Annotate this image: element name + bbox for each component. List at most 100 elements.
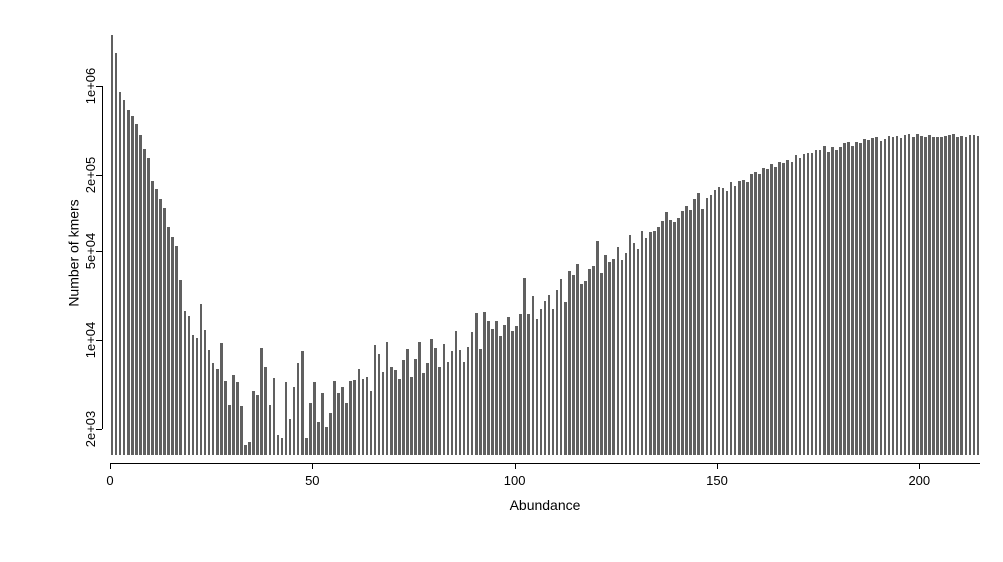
bar: [928, 135, 931, 455]
bar: [795, 155, 798, 455]
bar: [463, 362, 466, 455]
y-tick-label: 1e+04: [83, 322, 98, 359]
bar: [770, 164, 773, 455]
bar: [730, 182, 733, 455]
bar: [936, 137, 939, 455]
bar: [143, 149, 146, 455]
bar: [940, 137, 943, 455]
bar: [896, 136, 899, 455]
bar: [641, 231, 644, 455]
bar: [317, 422, 320, 455]
bar: [791, 162, 794, 455]
bar: [293, 387, 296, 455]
bar: [665, 212, 668, 455]
bar: [362, 379, 365, 455]
bar: [273, 378, 276, 455]
y-axis-label: Number of kmers: [66, 199, 82, 306]
x-tick-label: 50: [305, 473, 319, 488]
bar: [426, 363, 429, 455]
bar: [438, 367, 441, 455]
bar: [459, 350, 462, 455]
bar: [394, 370, 397, 455]
bar: [341, 387, 344, 455]
bar: [697, 193, 700, 455]
bar: [839, 147, 842, 455]
bar: [309, 403, 312, 455]
bar: [552, 309, 555, 455]
bar: [212, 363, 215, 455]
bar: [159, 199, 162, 455]
bar: [580, 284, 583, 455]
bar: [503, 325, 506, 455]
bar: [799, 158, 802, 455]
bar: [301, 351, 304, 455]
bar: [677, 218, 680, 455]
bar: [256, 395, 259, 455]
bar: [754, 172, 757, 455]
bar: [123, 100, 126, 455]
bar: [706, 198, 709, 455]
bar: [758, 174, 761, 455]
bar: [345, 403, 348, 455]
bar: [269, 405, 272, 455]
bar: [515, 326, 518, 455]
bar: [835, 150, 838, 455]
bar: [855, 142, 858, 455]
bar: [208, 350, 211, 455]
bar: [568, 271, 571, 455]
bar: [847, 142, 850, 455]
bar: [621, 260, 624, 455]
bar: [151, 181, 154, 455]
y-tick-label: 2e+05: [83, 157, 98, 194]
bar: [349, 381, 352, 455]
bar: [374, 345, 377, 455]
bar: [244, 445, 247, 455]
x-tick-label: 150: [706, 473, 728, 488]
bar: [750, 174, 753, 455]
bar: [313, 382, 316, 455]
bar: [625, 253, 628, 455]
bar: [576, 264, 579, 455]
bar: [131, 116, 134, 455]
bar: [200, 304, 203, 455]
bar: [904, 135, 907, 455]
bar: [892, 137, 895, 455]
bar: [633, 243, 636, 455]
bar: [661, 221, 664, 455]
bar: [523, 278, 526, 455]
y-axis-line: [102, 86, 103, 430]
x-tick: [717, 463, 718, 469]
bar: [969, 135, 972, 455]
bar: [920, 136, 923, 455]
bar: [491, 329, 494, 455]
bar: [260, 348, 263, 455]
bar: [167, 227, 170, 455]
bar: [447, 362, 450, 455]
bar: [434, 348, 437, 455]
bar: [867, 140, 870, 455]
bar: [815, 150, 818, 455]
bar: [325, 427, 328, 455]
bar: [495, 321, 498, 455]
bar: [418, 342, 421, 455]
bar: [532, 296, 535, 455]
bar: [952, 134, 955, 455]
bar: [370, 391, 373, 455]
bar: [710, 195, 713, 455]
bar: [179, 280, 182, 455]
bar: [135, 124, 138, 455]
bar: [908, 134, 911, 455]
bar: [236, 382, 239, 455]
bar: [742, 180, 745, 455]
bar: [685, 206, 688, 455]
bar: [422, 373, 425, 455]
bar: [645, 238, 648, 455]
bar: [778, 162, 781, 455]
bar: [196, 338, 199, 455]
bar: [366, 377, 369, 455]
bar: [451, 351, 454, 455]
bar: [240, 406, 243, 455]
bar: [912, 137, 915, 455]
bar: [390, 367, 393, 455]
bar: [746, 182, 749, 455]
